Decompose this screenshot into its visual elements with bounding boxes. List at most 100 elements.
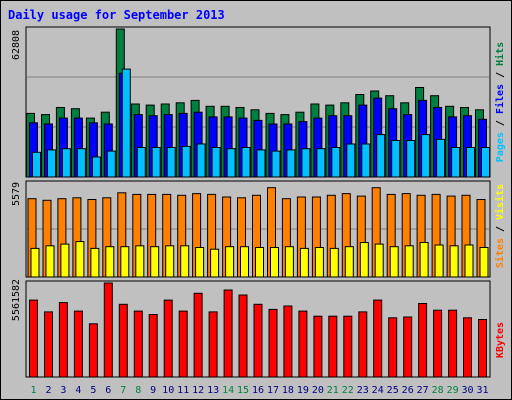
visits-bar-18 — [284, 246, 294, 278]
kbytes-bar-15 — [238, 294, 248, 378]
pages-bar-26 — [406, 140, 416, 178]
kbytes-bar-9 — [148, 314, 158, 378]
kbytes-bar-25 — [388, 317, 398, 378]
kbytes-bar-5 — [88, 323, 98, 378]
pages-bar-24 — [376, 134, 386, 178]
visits-bar-9 — [150, 246, 160, 278]
day-label-23: 23 — [357, 385, 369, 396]
day-label-30: 30 — [461, 385, 473, 396]
pages-bar-12 — [196, 143, 206, 178]
kbytes-bar-23 — [358, 311, 368, 378]
pages-bar-15 — [241, 147, 251, 178]
pages-bar-23 — [361, 143, 371, 178]
visits-bar-19 — [299, 247, 309, 278]
pages-bar-10 — [166, 147, 176, 178]
visits-bar-15 — [240, 246, 249, 278]
pages-bar-6 — [106, 150, 116, 178]
pages-bar-22 — [346, 143, 356, 178]
kbytes-bar-3 — [58, 302, 68, 378]
kbytes-bar-21 — [328, 315, 338, 378]
pages-bar-28 — [436, 138, 446, 178]
day-label-4: 4 — [75, 385, 81, 396]
legend-kbytes: KBytes — [495, 322, 506, 358]
kbytes-bar-19 — [298, 310, 308, 378]
day-label-14: 14 — [222, 385, 234, 396]
pages-bar-3 — [61, 148, 71, 178]
visits-sites-panel: 5579 Sites / Visits — [11, 180, 506, 278]
pages-bar-13 — [211, 147, 221, 178]
visits-bar-30 — [464, 244, 474, 278]
day-label-22: 22 — [342, 385, 354, 396]
hits-files-pages-panel: 62808 Pages / Files / Hits — [11, 26, 506, 178]
visits-bar-14 — [225, 246, 235, 278]
pages-bar-27 — [421, 134, 431, 178]
legend-hits: Hits — [494, 42, 506, 66]
day-label-28: 28 — [432, 385, 444, 396]
visits-bar-29 — [449, 245, 459, 278]
kbytes-bar-26 — [403, 316, 413, 378]
pages-bar-16 — [256, 149, 266, 178]
day-label-27: 27 — [417, 385, 429, 396]
visits-bar-1 — [30, 247, 40, 278]
visits-bar-25 — [389, 246, 399, 278]
visits-bar-28 — [434, 244, 444, 278]
visits-bar-12 — [195, 247, 205, 278]
kbytes-bar-22 — [343, 315, 353, 378]
visits-bar-31 — [479, 247, 489, 278]
hits-max-label: 62808 — [11, 30, 22, 60]
pages-bar-7 — [121, 68, 131, 178]
pages-bar-5 — [91, 156, 101, 178]
day-label-31: 31 — [476, 385, 488, 396]
kbytes-bar-31 — [478, 319, 487, 378]
visits-bar-4 — [75, 241, 85, 278]
pages-bar-29 — [451, 147, 461, 178]
kbytes-bar-29 — [448, 309, 458, 378]
day-label-5: 5 — [90, 385, 96, 396]
visits-bar-6 — [105, 246, 115, 278]
visits-bar-23 — [359, 242, 369, 278]
kbytes-panel: 5561582 KBytes — [11, 279, 506, 378]
day-labels: 1 2 3 4 5 6 7 8 9 10 11 12 13 14 15 16 17 18 19 20 21 22 23 24 2… — [30, 385, 488, 396]
kbytes-bar-12 — [193, 292, 203, 378]
day-label-15: 15 — [237, 385, 249, 396]
pages-bar-2 — [47, 149, 56, 178]
day-label-24: 24 — [372, 385, 384, 396]
legend-sites: Sites — [494, 238, 506, 268]
kbytes-bar-6 — [103, 282, 113, 378]
sites-max-label: 5579 — [11, 182, 22, 206]
day-label-21: 21 — [327, 385, 339, 396]
kbytes-bar-8 — [133, 310, 143, 378]
kbytes-bar-2 — [44, 311, 53, 378]
day-label-9: 9 — [150, 385, 156, 396]
pages-bar-8 — [136, 147, 146, 178]
day-label-29: 29 — [447, 385, 459, 396]
kbytes-bar-4 — [73, 310, 83, 378]
visits-bar-24 — [374, 243, 384, 278]
kbytes-bar-24 — [373, 299, 383, 378]
visits-bar-16 — [255, 247, 264, 278]
visits-bar-13 — [210, 248, 220, 278]
visits-bar-3 — [60, 243, 70, 278]
day-label-25: 25 — [387, 385, 399, 396]
visits-bar-11 — [180, 245, 190, 278]
pages-bar-31 — [481, 147, 490, 178]
day-label-19: 19 — [297, 385, 309, 396]
visits-bar-8 — [135, 245, 145, 278]
kbytes-bar-18 — [283, 305, 293, 378]
visits-bar-26 — [404, 245, 414, 278]
visits-bar-5 — [90, 247, 100, 278]
pages-bar-25 — [391, 140, 401, 178]
legend-visits: Visits — [494, 184, 506, 220]
pages-bar-21 — [331, 147, 341, 178]
kbytes-bar-30 — [463, 317, 472, 378]
day-label-20: 20 — [312, 385, 324, 396]
kbytes-bar-28 — [433, 309, 443, 378]
pages-bar-11 — [181, 145, 191, 178]
legend-hits-files-pages: Pages / Files / Hits — [494, 42, 506, 162]
kbytes-bar-27 — [418, 303, 428, 378]
kbytes-bar-11 — [178, 310, 188, 378]
pages-bar-30 — [466, 147, 475, 178]
pages-bar-20 — [316, 148, 326, 178]
visits-bar-2 — [45, 245, 55, 278]
day-label-10: 10 — [162, 385, 174, 396]
